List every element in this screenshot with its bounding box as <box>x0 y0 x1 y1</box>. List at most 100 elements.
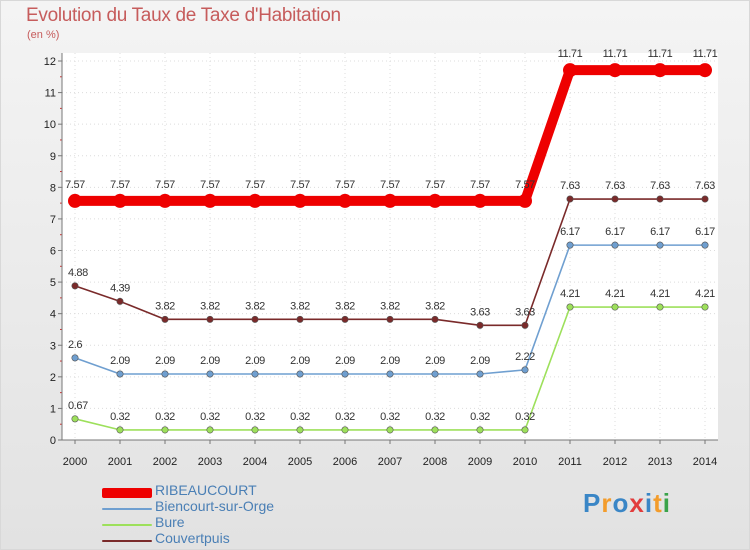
data-point-biencourt-sur-orge <box>566 241 574 249</box>
data-point-ribeaucourt <box>113 193 127 208</box>
data-point-biencourt-sur-orge <box>611 241 619 249</box>
data-point-ribeaucourt <box>518 193 532 208</box>
data-point-biencourt-sur-orge <box>206 370 214 378</box>
legend-label-ribeaucourt: RIBEAUCOURT <box>155 482 257 498</box>
data-label-biencourt-sur-orge: 2.09 <box>245 355 265 367</box>
data-point-bure <box>251 426 259 434</box>
data-label-couvertpuis: 7.63 <box>650 180 670 192</box>
data-label-bure: 0.67 <box>68 400 88 412</box>
data-point-biencourt-sur-orge <box>476 370 484 378</box>
legend-label-biencourt: Biencourt-sur-Orge <box>155 498 275 514</box>
data-point-couvertpuis <box>71 282 79 290</box>
x-tick-label: 2002 <box>153 456 177 468</box>
legend: RIBEAUCOURT Biencourt-sur-Orge Bure Couv… <box>102 482 402 548</box>
y-tick-label: 7 <box>50 214 56 226</box>
data-point-couvertpuis <box>341 315 349 323</box>
data-label-ribeaucourt: 11.71 <box>558 48 583 60</box>
data-label-couvertpuis: 3.63 <box>470 306 490 318</box>
data-point-bure <box>296 426 304 434</box>
legend-swatch-biencourt <box>102 508 152 510</box>
data-point-couvertpuis <box>116 297 124 305</box>
data-point-ribeaucourt <box>563 63 577 78</box>
data-label-bure: 4.21 <box>605 288 625 300</box>
data-point-biencourt-sur-orge <box>296 370 304 378</box>
legend-item-ribeaucourt[interactable]: RIBEAUCOURT <box>102 482 402 500</box>
data-point-couvertpuis <box>251 315 259 323</box>
data-point-biencourt-sur-orge <box>521 366 529 374</box>
data-point-ribeaucourt <box>653 63 667 78</box>
data-label-ribeaucourt: 7.57 <box>335 179 355 191</box>
data-label-biencourt-sur-orge: 2.09 <box>200 355 220 367</box>
data-label-bure: 0.32 <box>335 411 355 423</box>
x-tick-label: 2013 <box>648 456 672 468</box>
data-label-couvertpuis: 3.82 <box>245 300 265 312</box>
y-tick-label: 9 <box>50 151 56 163</box>
x-tick-label: 2004 <box>243 456 267 468</box>
x-tick-label: 2012 <box>603 456 627 468</box>
data-point-couvertpuis <box>431 315 439 323</box>
data-label-ribeaucourt: 7.57 <box>515 179 535 191</box>
legend-item-biencourt[interactable]: Biencourt-sur-Orge <box>102 498 402 516</box>
y-tick-label: 6 <box>50 246 56 258</box>
data-label-ribeaucourt: 11.71 <box>648 48 673 60</box>
y-tick-label: 4 <box>50 309 56 321</box>
legend-item-bure[interactable]: Bure <box>102 514 402 532</box>
data-point-biencourt-sur-orge <box>251 370 259 378</box>
legend-label-couvertpuis: Couvertpuis <box>155 530 230 546</box>
data-point-couvertpuis <box>611 195 619 203</box>
data-point-couvertpuis <box>161 315 169 323</box>
x-tick-label: 2014 <box>693 456 717 468</box>
data-label-biencourt-sur-orge: 6.17 <box>605 226 625 238</box>
y-tick-label: 5 <box>50 277 56 289</box>
data-point-ribeaucourt <box>698 63 712 78</box>
data-point-biencourt-sur-orge <box>386 370 394 378</box>
data-label-bure: 0.32 <box>200 411 220 423</box>
data-label-bure: 0.32 <box>110 411 130 423</box>
data-point-ribeaucourt <box>428 193 442 208</box>
legend-item-couvertpuis[interactable]: Couvertpuis <box>102 530 402 548</box>
data-label-biencourt-sur-orge: 2.09 <box>470 355 490 367</box>
data-label-ribeaucourt: 7.57 <box>425 179 445 191</box>
data-point-bure <box>341 426 349 434</box>
data-label-bure: 0.32 <box>290 411 310 423</box>
data-label-couvertpuis: 3.82 <box>335 300 355 312</box>
data-label-couvertpuis: 7.63 <box>560 180 580 192</box>
data-label-ribeaucourt: 7.57 <box>245 179 265 191</box>
logo-letter: t <box>653 488 663 518</box>
chart-title: Evolution du Taux de Taxe d'Habitation <box>26 5 341 26</box>
data-label-ribeaucourt: 7.57 <box>290 179 310 191</box>
data-point-biencourt-sur-orge <box>431 370 439 378</box>
data-point-biencourt-sur-orge <box>161 370 169 378</box>
x-tick-label: 2011 <box>558 456 582 468</box>
data-label-couvertpuis: 3.82 <box>380 300 400 312</box>
data-label-ribeaucourt: 11.71 <box>693 48 718 60</box>
data-point-biencourt-sur-orge <box>116 370 124 378</box>
legend-swatch-ribeaucourt <box>102 488 152 498</box>
data-label-biencourt-sur-orge: 6.17 <box>650 226 670 238</box>
x-tick-label: 2008 <box>423 456 447 468</box>
data-label-couvertpuis: 3.63 <box>515 306 535 318</box>
y-tick-label: 8 <box>50 182 56 194</box>
data-label-bure: 0.32 <box>425 411 445 423</box>
data-label-ribeaucourt: 7.57 <box>155 179 175 191</box>
data-point-couvertpuis <box>386 315 394 323</box>
data-point-ribeaucourt <box>338 193 352 208</box>
x-tick-label: 2007 <box>378 456 402 468</box>
logo-letter: r <box>601 488 613 518</box>
data-point-ribeaucourt <box>293 193 307 208</box>
data-label-bure: 0.32 <box>515 411 535 423</box>
data-point-biencourt-sur-orge <box>701 241 709 249</box>
data-point-couvertpuis <box>206 315 214 323</box>
x-tick-label: 2000 <box>63 456 87 468</box>
x-tick-label: 2003 <box>198 456 222 468</box>
legend-label-bure: Bure <box>155 514 185 530</box>
data-label-ribeaucourt: 7.57 <box>200 179 220 191</box>
y-tick-label: 10 <box>44 119 56 131</box>
data-label-biencourt-sur-orge: 2.6 <box>68 339 82 351</box>
data-label-ribeaucourt: 7.57 <box>470 179 490 191</box>
data-point-bure <box>656 303 664 311</box>
x-tick-label: 2010 <box>513 456 537 468</box>
y-tick-label: 11 <box>45 88 56 100</box>
data-label-biencourt-sur-orge: 2.09 <box>335 355 355 367</box>
